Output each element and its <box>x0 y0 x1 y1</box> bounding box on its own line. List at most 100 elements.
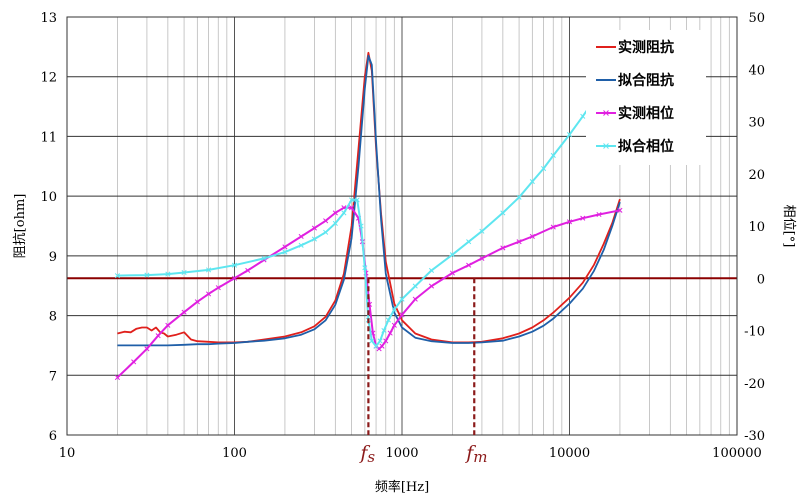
data-point <box>131 359 137 365</box>
data-point <box>516 239 522 245</box>
y2-tick-label: 50 <box>748 11 765 26</box>
legend-box <box>586 30 706 165</box>
data-point <box>282 249 288 255</box>
data-point <box>412 296 418 302</box>
data-point <box>215 285 221 291</box>
data-point <box>373 343 379 349</box>
data-point <box>541 165 547 172</box>
data-point <box>181 269 187 276</box>
data-point <box>391 307 397 313</box>
y-tick-label: 6 <box>49 429 57 444</box>
data-point <box>500 210 506 216</box>
y-tick-label: 13 <box>40 11 57 26</box>
data-point <box>298 233 304 240</box>
data-point <box>341 210 347 216</box>
data-point <box>550 224 556 230</box>
data-point <box>206 267 212 273</box>
y-axis-title: 阻抗[ohm] <box>13 194 28 259</box>
data-point <box>529 233 535 240</box>
data-point <box>332 210 338 216</box>
y2-tick-label: -20 <box>744 377 765 392</box>
x-tick-label: 10 <box>59 446 76 461</box>
data-point <box>144 272 150 278</box>
data-point <box>566 132 573 138</box>
data-point <box>449 270 455 276</box>
y2-tick-label: 0 <box>757 272 765 287</box>
frequency-marker-subscript: s <box>367 448 375 466</box>
y2-tick-label: 30 <box>748 116 765 131</box>
plot-frame <box>66 16 738 436</box>
data-point <box>596 211 602 218</box>
series-line <box>117 51 621 344</box>
data-point <box>449 252 455 258</box>
legend-marker <box>603 110 609 116</box>
data-point <box>399 312 405 318</box>
data-point <box>181 309 187 315</box>
legend-label: 实测相位 <box>618 105 674 122</box>
data-point <box>383 338 389 344</box>
y-tick-label: 10 <box>40 190 57 205</box>
data-point <box>358 223 364 229</box>
legend-label: 实测阻抗 <box>618 39 674 56</box>
data-point <box>144 346 150 352</box>
data-point <box>323 229 329 235</box>
legend-label: 拟合相位 <box>618 138 674 155</box>
data-point <box>387 330 393 336</box>
x-axis-title: 频率[Hz] <box>375 479 429 495</box>
y2-tick-label: -30 <box>744 429 765 444</box>
data-point <box>412 283 418 289</box>
y2-tick-label: 20 <box>748 168 765 183</box>
frequency-marker-label: fm <box>464 442 487 466</box>
frequency-marker-label: fs <box>358 442 375 466</box>
data-point <box>500 245 506 251</box>
data-point <box>165 271 171 277</box>
data-point <box>245 267 251 273</box>
legend-label: 拟合阻抗 <box>618 72 674 89</box>
data-point <box>311 225 317 231</box>
data-point <box>428 267 435 273</box>
y2-tick-label: -10 <box>744 325 765 340</box>
data-point <box>550 152 556 159</box>
data-point <box>399 296 405 302</box>
y2-tick-label: 40 <box>748 63 765 78</box>
data-point <box>354 197 360 203</box>
data-point <box>391 322 397 328</box>
data-point <box>580 113 586 119</box>
legend-marker <box>603 143 609 149</box>
data-point <box>311 236 317 242</box>
series-line <box>117 54 621 347</box>
x-tick-label: 100000 <box>712 446 762 461</box>
annotations: fs fm <box>358 278 488 466</box>
data-point <box>516 194 522 200</box>
data-point <box>580 215 586 221</box>
frequency-marker-subscript: m <box>473 448 487 466</box>
data-point <box>529 179 535 185</box>
data-point <box>479 255 485 261</box>
data-point <box>362 265 368 271</box>
data-point <box>298 242 304 248</box>
y2-axis-title: 相位[°] <box>781 205 796 248</box>
data-point <box>323 218 329 224</box>
data-point <box>428 283 435 289</box>
y-tick-label: 11 <box>40 130 57 145</box>
y-tick-label: 7 <box>49 369 57 384</box>
data-point <box>479 228 485 234</box>
data-point <box>332 220 338 226</box>
data-point <box>381 327 387 334</box>
data-point <box>165 322 171 328</box>
x-tick-label: 10000 <box>549 446 590 461</box>
data-point <box>466 239 472 245</box>
data-point <box>349 197 355 203</box>
data-point <box>566 219 573 225</box>
y-tick-label: 8 <box>49 310 57 325</box>
data-point <box>155 333 161 339</box>
data-point <box>206 291 212 297</box>
data-point <box>261 255 267 261</box>
y-tick-label: 12 <box>40 71 57 86</box>
data-point <box>231 275 238 281</box>
data-point <box>114 273 120 279</box>
data-point <box>231 262 238 268</box>
